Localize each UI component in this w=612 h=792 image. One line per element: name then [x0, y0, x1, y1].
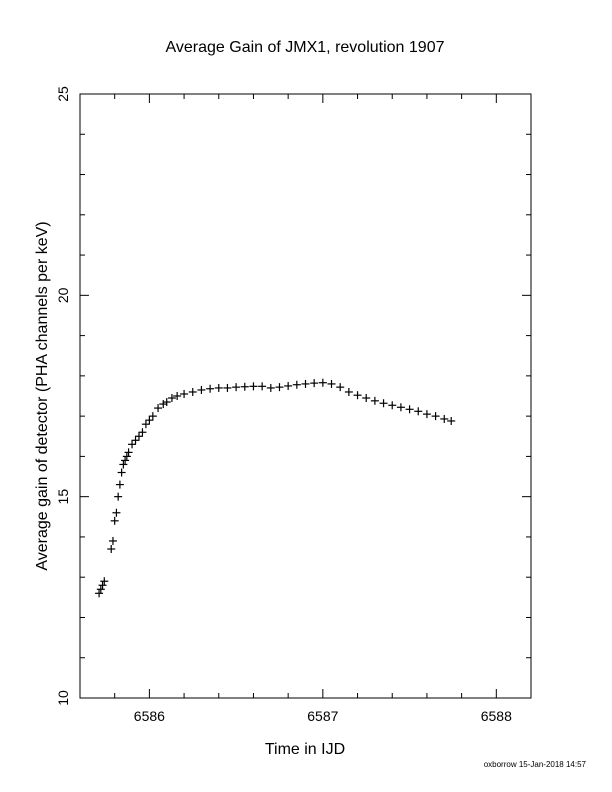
x-axis-label: Time in IJD — [265, 741, 345, 758]
data-point — [128, 440, 137, 449]
data-point — [141, 420, 150, 429]
data-point — [301, 379, 310, 388]
data-point — [167, 394, 176, 403]
y-tick-label: 15 — [55, 489, 71, 505]
data-point — [173, 392, 182, 400]
data-points — [95, 378, 456, 598]
data-point — [122, 452, 131, 461]
data-point — [318, 378, 327, 387]
y-tick-label: 20 — [55, 287, 71, 303]
data-point — [115, 480, 124, 489]
data-point — [108, 536, 117, 545]
x-tick-label: 6588 — [481, 708, 512, 724]
data-point — [206, 384, 215, 393]
data-point — [134, 432, 143, 441]
x-tick-label: 6587 — [307, 708, 338, 724]
data-point — [310, 379, 319, 388]
x-tick-label: 6586 — [134, 708, 165, 724]
data-point — [370, 396, 379, 405]
footer-credit: oxborrow 15-Jan-2018 14:57 — [484, 760, 587, 769]
data-point — [388, 401, 397, 410]
data-point — [188, 387, 197, 396]
data-point — [249, 382, 258, 391]
y-axis-label: Average gain of detector (PHA channels p… — [34, 221, 51, 570]
data-point — [405, 405, 414, 414]
data-point — [275, 383, 284, 392]
data-point — [284, 381, 293, 390]
data-point — [258, 382, 267, 391]
data-point — [344, 387, 353, 396]
data-point — [447, 416, 456, 425]
data-point — [98, 581, 107, 590]
data-point — [107, 545, 116, 554]
plot-border — [79, 93, 532, 699]
data-point — [112, 508, 121, 517]
data-point — [114, 492, 123, 501]
data-point — [131, 436, 140, 445]
data-point — [162, 398, 171, 407]
data-point — [117, 468, 126, 477]
data-point — [292, 380, 301, 389]
data-point — [240, 382, 249, 391]
y-tick-label: 10 — [55, 690, 71, 706]
data-point — [145, 416, 154, 425]
axis-tick-labels: 6586 6587 6588 10 15 20 25 — [55, 86, 512, 724]
data-point — [100, 577, 109, 586]
data-point — [96, 585, 105, 594]
y-tick-label: 25 — [55, 86, 71, 102]
data-point — [431, 412, 440, 421]
data-point — [336, 383, 345, 392]
data-point — [414, 407, 423, 416]
data-point — [422, 410, 431, 419]
axis-ticks — [79, 93, 532, 699]
data-point — [440, 414, 449, 423]
data-point — [232, 383, 241, 392]
data-point — [214, 383, 223, 392]
data-point — [327, 379, 336, 388]
data-point — [223, 383, 232, 392]
data-point — [124, 448, 133, 457]
data-point — [110, 516, 119, 525]
data-point — [353, 391, 362, 400]
data-point — [396, 403, 405, 412]
data-point — [148, 412, 157, 421]
data-point — [121, 456, 130, 465]
data-point — [95, 589, 104, 598]
data-point — [138, 428, 147, 437]
data-point — [159, 400, 168, 409]
data-point — [266, 383, 275, 392]
data-point — [154, 404, 163, 413]
plot-area — [79, 93, 532, 699]
data-point — [362, 394, 371, 403]
data-point — [379, 399, 388, 408]
data-point — [180, 389, 189, 398]
data-point — [197, 385, 206, 394]
chart-title: Average Gain of JMX1, revolution 1907 — [166, 39, 445, 56]
data-point — [119, 460, 128, 469]
